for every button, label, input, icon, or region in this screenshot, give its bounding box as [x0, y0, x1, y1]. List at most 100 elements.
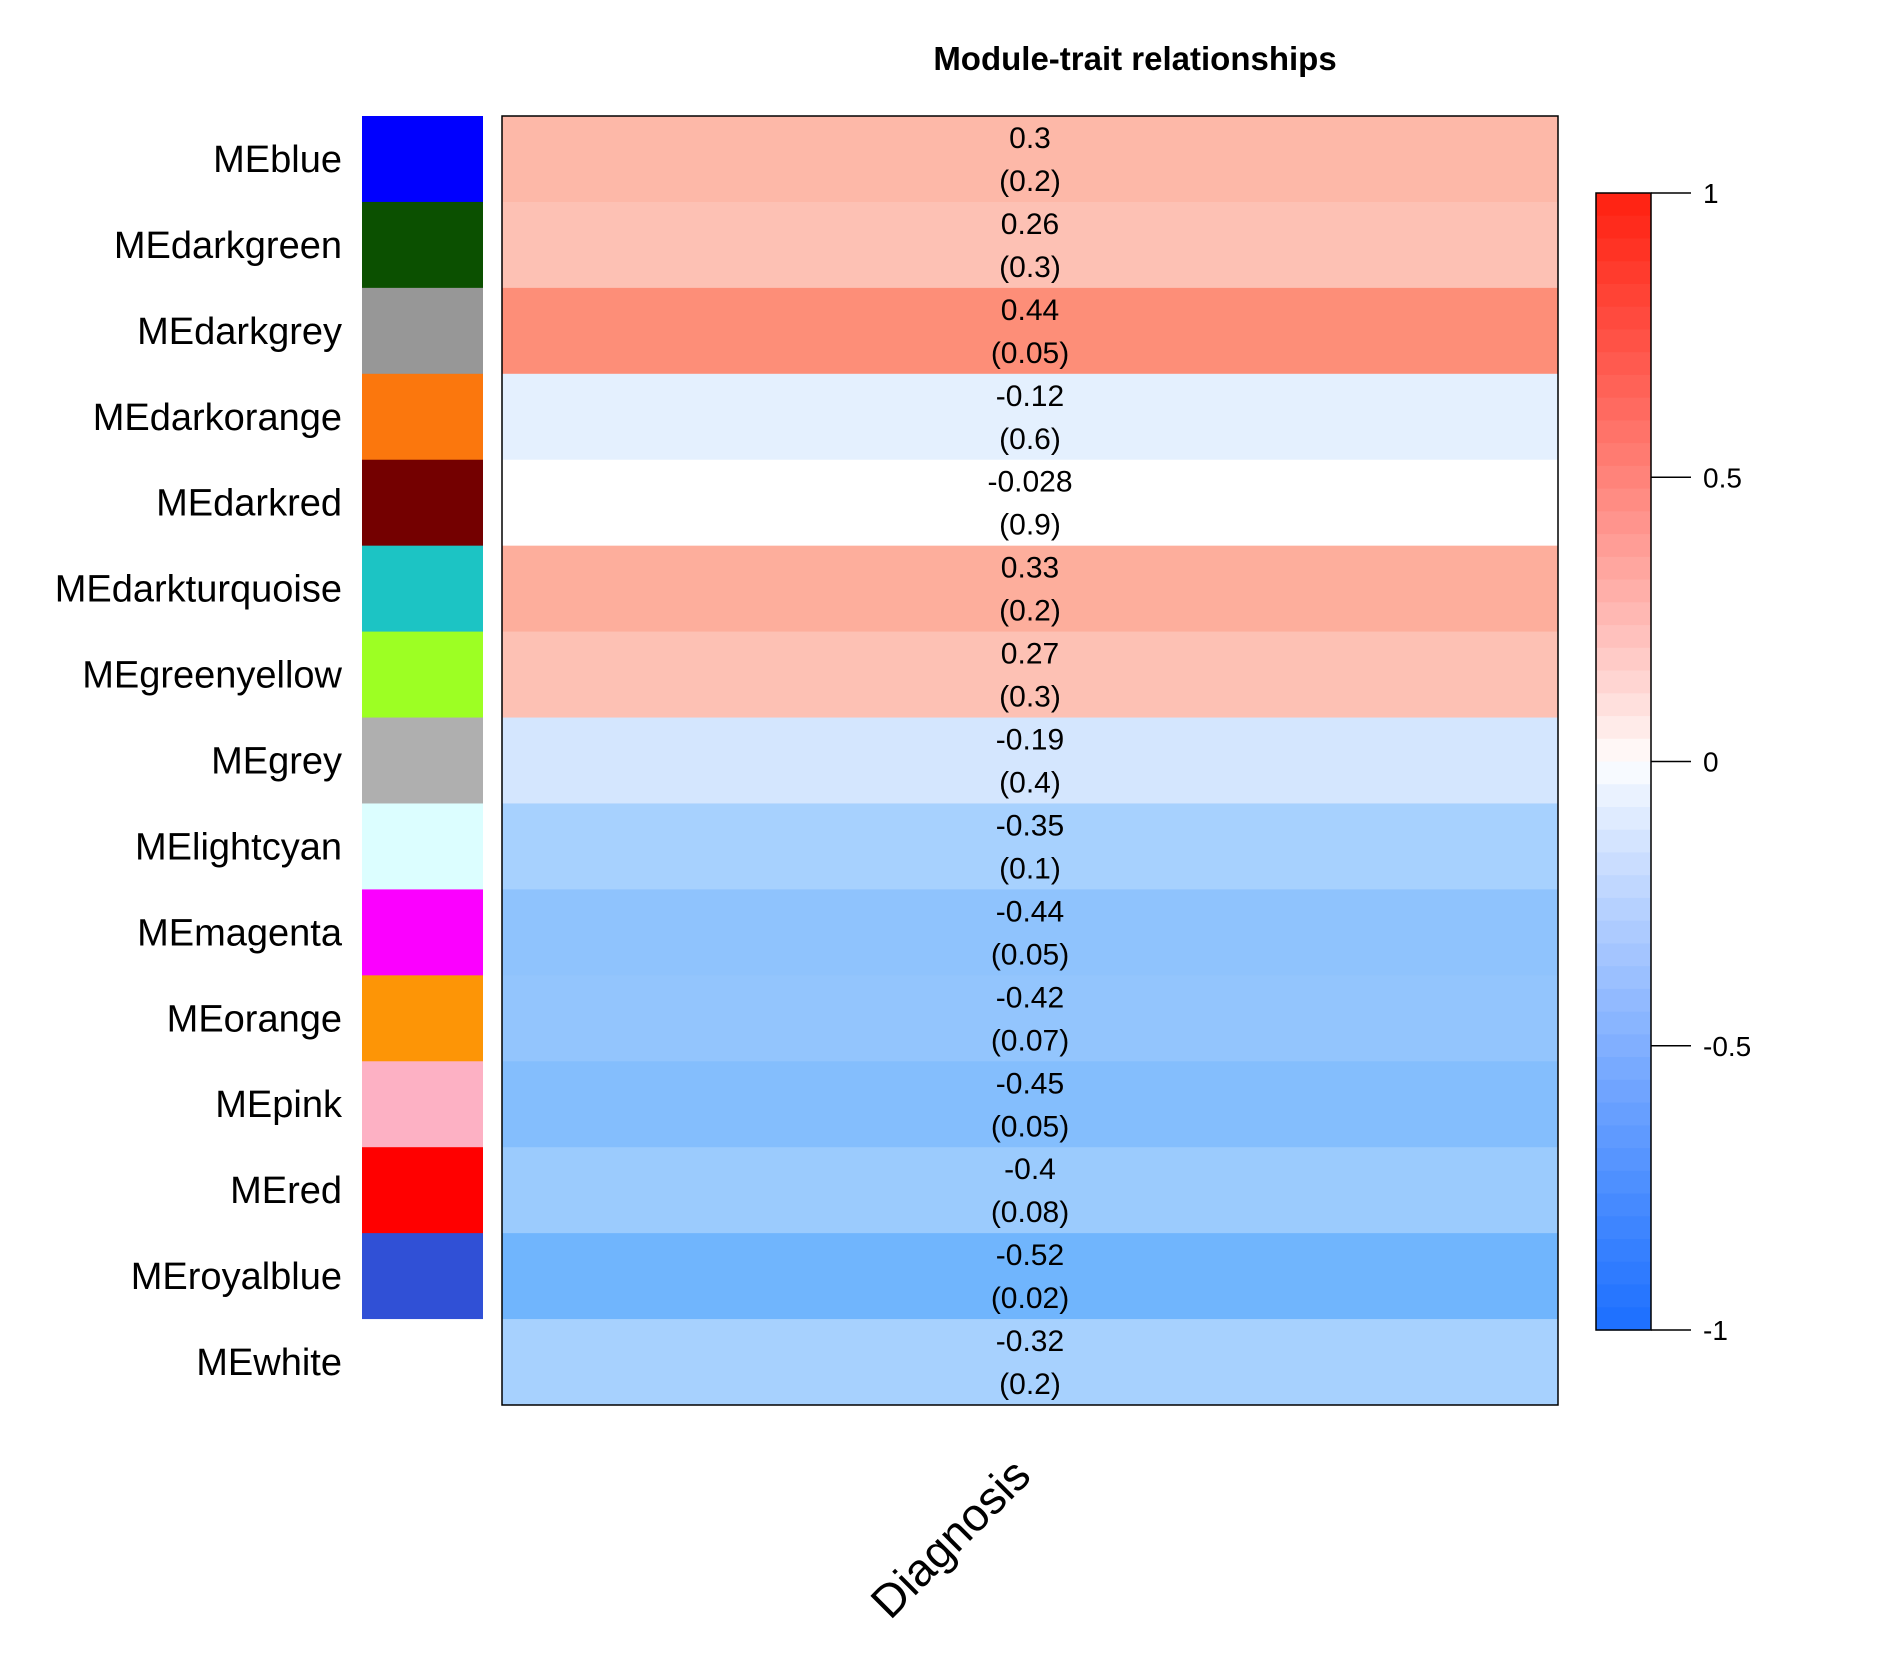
colorbar-step	[1596, 374, 1651, 399]
cell-pvalue-MEred: (0.08)	[991, 1196, 1069, 1229]
colorbar-step	[1596, 988, 1651, 1013]
cell-pvalue-MElightcyan: (0.1)	[999, 852, 1061, 885]
module-swatch-MEmagenta	[362, 889, 483, 976]
module-row-labels: MEblue MEdarkgreen MEdarkgrey MEdarkorange M…	[55, 139, 343, 1384]
module-swatch-MEdarkorange	[362, 373, 483, 461]
module-swatch-MEdarkgrey	[362, 287, 483, 375]
cell-value-MEgreenyellow: 0.27	[1001, 638, 1059, 671]
colorbar-tick-label: 0	[1703, 747, 1719, 778]
heat-cell-MEred	[502, 1147, 1558, 1234]
heatmap-border	[501, 115, 1559, 1406]
cell-pvalue-MEpink: (0.05)	[991, 1110, 1069, 1143]
colorbar-step	[1596, 1102, 1651, 1126]
module-swatch-MEred	[362, 1147, 483, 1234]
colorbar-step	[1596, 465, 1651, 490]
heat-cell-MEmagenta	[502, 889, 1558, 976]
colorbar-step	[1596, 806, 1651, 831]
colorbar-step	[1596, 670, 1651, 694]
colorbar-step	[1596, 283, 1651, 308]
chart-title: Module-trait relationships	[933, 40, 1336, 77]
heat-cell-MEgreenyellow	[502, 631, 1558, 719]
colorbar-step	[1596, 920, 1651, 945]
colorbar-tick-label: -1	[1703, 1315, 1728, 1346]
colorbar-step	[1596, 852, 1651, 876]
colorbar-tick-label: 1	[1703, 178, 1719, 209]
row-label-MEmagenta: MEmagenta	[137, 912, 343, 954]
x-axis-label-diagnosis: Diagnosis	[860, 1448, 1040, 1628]
row-label-MEdarkturquoise: MEdarkturquoise	[55, 569, 342, 611]
module-swatch-MEgreenyellow	[362, 631, 483, 719]
cell-pvalue-MEmagenta: (0.05)	[991, 938, 1069, 971]
heat-cell-MEdarkorange	[502, 373, 1558, 461]
colorbar-step	[1596, 1307, 1651, 1331]
cell-pvalue-MEdarkgreen: (0.3)	[999, 251, 1061, 284]
colorbar-step	[1596, 1057, 1651, 1081]
heat-cell-MEroyalblue	[502, 1233, 1558, 1320]
colorbar-step	[1596, 829, 1651, 854]
colorbar-step	[1596, 579, 1651, 603]
cell-pvalue-MEorange: (0.07)	[991, 1024, 1069, 1057]
heat-cell-MEorange	[502, 975, 1558, 1062]
module-swatch-MEroyalblue	[362, 1233, 483, 1320]
row-label-MEdarkred: MEdarkred	[156, 483, 342, 525]
row-label-MEgreenyellow: MEgreenyellow	[82, 655, 342, 697]
heat-cell-MEdarkgrey	[502, 287, 1558, 375]
row-label-MEorange: MEorange	[167, 998, 342, 1040]
heat-cell-MEblue	[502, 116, 1558, 203]
colorbar-tick-label: -0.5	[1703, 1031, 1751, 1062]
module-swatch-MEblue	[362, 116, 483, 203]
colorbar-step	[1596, 693, 1651, 717]
colorbar-step	[1596, 511, 1651, 535]
colorbar-step	[1596, 556, 1651, 581]
row-label-MEgrey: MEgrey	[211, 741, 342, 783]
colorbar-step	[1596, 784, 1651, 808]
module-swatch-MEdarkgreen	[362, 201, 483, 289]
cell-value-MEdarkred: -0.028	[987, 466, 1072, 499]
row-label-MElightcyan: MElightcyan	[135, 826, 342, 868]
cell-value-MEblue: 0.3	[1009, 122, 1051, 155]
colorbar-step	[1596, 420, 1651, 444]
cell-value-MElightcyan: -0.35	[996, 809, 1064, 842]
cell-value-MEpink: -0.45	[996, 1067, 1064, 1100]
cell-value-MEroyalblue: -0.52	[996, 1239, 1064, 1272]
row-label-MEdarkgreen: MEdarkgreen	[114, 225, 342, 267]
row-label-MEwhite: MEwhite	[196, 1342, 342, 1384]
colorbar-step	[1596, 1148, 1651, 1172]
row-label-MEdarkgrey: MEdarkgrey	[137, 311, 342, 353]
colorbar-step	[1596, 625, 1651, 649]
colorbar-step	[1596, 488, 1651, 512]
colorbar-step	[1596, 761, 1651, 785]
cell-pvalue-MEblue: (0.2)	[999, 165, 1061, 198]
colorbar-step	[1596, 1261, 1651, 1286]
colorbar-step	[1596, 238, 1651, 262]
cell-pvalue-MEwhite: (0.2)	[999, 1368, 1061, 1401]
cell-value-MEgrey: -0.19	[996, 724, 1064, 757]
cell-value-MEred: -0.4	[1004, 1153, 1056, 1186]
cell-pvalue-MEgrey: (0.4)	[999, 767, 1061, 800]
colorbar-step	[1596, 329, 1651, 353]
module-swatch-MEwhite	[362, 1319, 483, 1406]
row-label-MEblue: MEblue	[213, 139, 342, 181]
colorbar-step	[1596, 534, 1651, 558]
colorbar-step	[1596, 215, 1651, 240]
cell-pvalue-MEgreenyellow: (0.3)	[999, 681, 1061, 714]
colorbar-step	[1596, 306, 1651, 331]
row-label-MEpink: MEpink	[215, 1084, 343, 1126]
module-swatch-MElightcyan	[362, 803, 483, 890]
colorbar-step	[1596, 261, 1651, 285]
colorbar-step	[1596, 1193, 1651, 1217]
cell-value-MEorange: -0.42	[996, 981, 1064, 1014]
cell-pvalue-MEroyalblue: (0.02)	[991, 1282, 1069, 1315]
module-swatch-MEpink	[362, 1061, 483, 1148]
colorbar-step	[1596, 1079, 1651, 1104]
row-label-MEred: MEred	[230, 1170, 342, 1212]
colorbar-step	[1596, 875, 1651, 899]
colorbar-step	[1596, 966, 1651, 990]
colorbar-step	[1596, 397, 1651, 421]
cell-value-MEdarkgreen: 0.26	[1001, 208, 1059, 241]
colorbar-legend: 1 0.5 0 -0.5 -1	[1595, 178, 1751, 1346]
module-swatch-MEgrey	[362, 717, 483, 804]
heatmap-cell-labels: 0.3 (0.2) 0.26 (0.3) 0.44 (0.05) -0.12 (0.6) -0.…	[987, 122, 1072, 1401]
cell-pvalue-MEdarkorange: (0.6)	[999, 423, 1061, 456]
